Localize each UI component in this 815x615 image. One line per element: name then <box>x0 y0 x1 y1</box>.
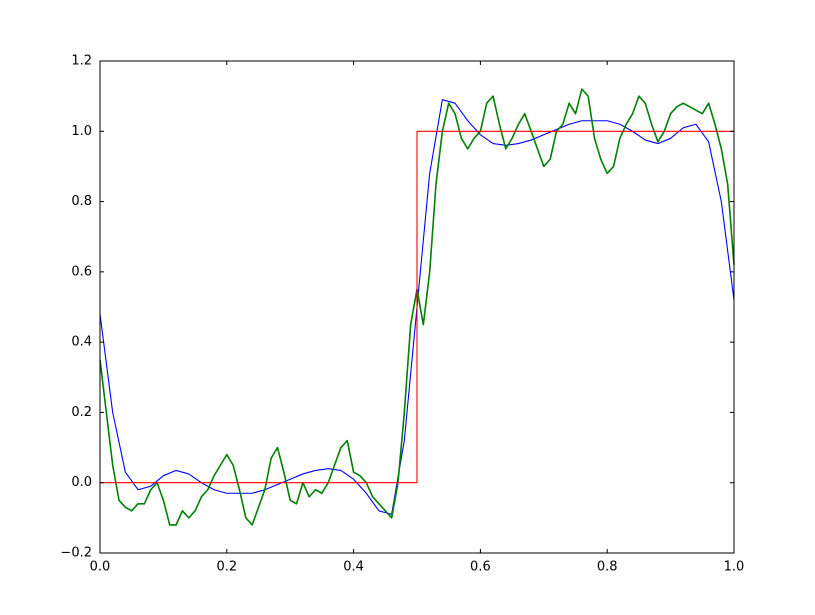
y-tick-label: 0.0 <box>71 475 92 490</box>
x-tick-label: 0.4 <box>343 560 364 575</box>
plot-area <box>99 88 735 526</box>
x-tick-label: 0.6 <box>470 560 491 575</box>
x-tick-label: 0.0 <box>90 560 111 575</box>
data-line <box>100 130 734 484</box>
y-tick-label: 0.6 <box>71 264 92 279</box>
y-tick-label: 0.2 <box>71 405 92 420</box>
y-tick-label: 0.8 <box>71 194 92 209</box>
y-tick-label: 1.0 <box>71 124 92 139</box>
axes-frame <box>99 60 735 554</box>
x-tick-label: 1.0 <box>724 560 745 575</box>
x-tick-label: 0.2 <box>216 560 237 575</box>
y-tick-label: −0.2 <box>60 546 92 561</box>
y-tick-label: 1.2 <box>71 54 92 69</box>
x-tick-label: 0.8 <box>597 560 618 575</box>
y-tick-label: 0.4 <box>71 335 92 350</box>
